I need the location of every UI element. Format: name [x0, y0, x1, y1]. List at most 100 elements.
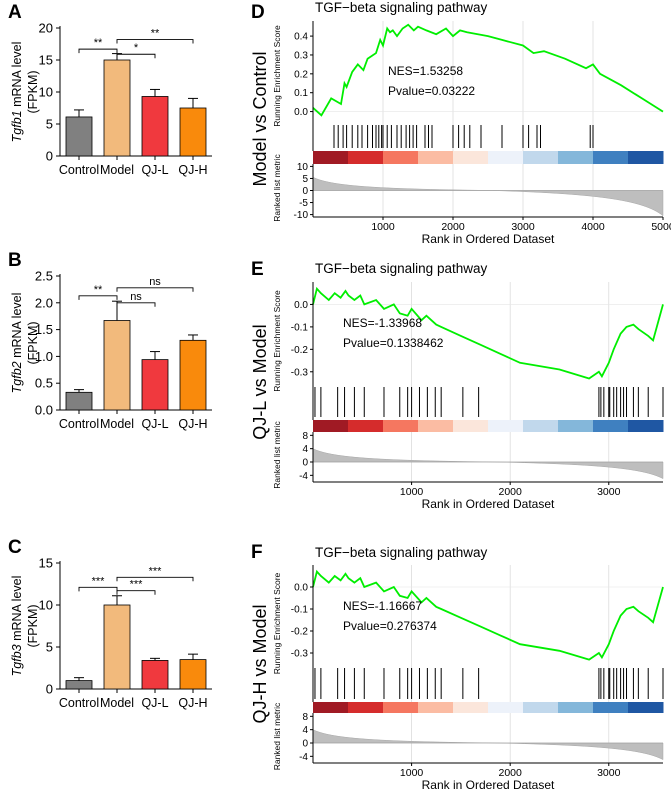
es-y-tick-label: -0.2	[291, 627, 309, 638]
bar-model	[103, 59, 131, 157]
x-axis-label: Rank in Ordered Dataset	[422, 497, 555, 511]
significance-label: ***	[92, 575, 106, 587]
x-tick-label: Control	[59, 163, 99, 177]
es-y-axis-label: Running Enrichment Score	[272, 572, 282, 674]
rank-heat-segment	[383, 702, 419, 713]
rank-y-axis-label: Ranked list metric	[272, 702, 282, 770]
y-axis-label: Tgfb2 mRNA level	[10, 293, 24, 394]
y-label-suffix: mRNA level	[10, 293, 24, 358]
bar-chart-a: A 0 5 10 15 20 Tgfb1 mRNA level (FPKM) Control Mo…	[8, 2, 212, 177]
x-tick-label: Control	[59, 696, 99, 710]
rank-heat-segment	[523, 702, 559, 713]
bar-qj-h	[179, 339, 207, 411]
rank-y-tick-label: 4	[302, 725, 308, 736]
rank-heat-segment	[348, 151, 384, 164]
es-y-tick-label: 0.0	[294, 300, 308, 311]
rank-heat-segment	[453, 420, 489, 432]
y-axis-label: Tgfb1 mRNA level	[10, 42, 24, 143]
y-axis-label: Tgfb3 mRNA level	[10, 576, 24, 677]
rank-heat-segment	[453, 702, 489, 713]
rank-y-axis-label: Ranked list metric	[272, 420, 282, 488]
rank-heat-segment	[628, 420, 664, 432]
x-tick-label: 5000	[651, 221, 671, 233]
bar-qj-l	[141, 660, 169, 690]
pvalue-text: Pvalue=0.1338462	[343, 336, 444, 350]
x-tick-label: QJ-L	[141, 417, 168, 431]
rank-heat-segment	[523, 151, 559, 164]
rank-heat-segment	[593, 702, 629, 713]
x-axis-label: Rank in Ordered Dataset	[422, 232, 555, 246]
significance-bracket	[116, 302, 156, 307]
es-y-tick-label: 0.1	[294, 88, 308, 99]
bar-chart-b: B 0.0 0.5 1.0 1.5 2.0 2.5 Tgfb2 mRNA level (FPKM…	[8, 250, 212, 431]
rank-heat-segment	[593, 420, 629, 432]
x-tick-label: Model	[100, 163, 134, 177]
chart-title: TGF−beta signaling pathway	[315, 545, 487, 560]
rank-y-tick-label: 4	[302, 444, 308, 455]
panel-letter: F	[251, 542, 263, 563]
gsea-plot-e: E TGF−beta signaling pathway -0.3 -0.2 -0.1 0…	[250, 259, 664, 511]
rank-y-tick-label: 5	[302, 174, 308, 185]
enrichment-score-line	[312, 569, 664, 661]
bar-qj-h	[179, 107, 207, 157]
bar-qj-l	[141, 359, 169, 411]
es-y-tick-label: -0.1	[291, 322, 309, 333]
y-tick-label: 1.5	[35, 322, 53, 337]
significance-bracket	[78, 48, 118, 54]
significance-bracket	[116, 576, 194, 582]
significance-label: **	[151, 28, 160, 40]
significance-label: ***	[130, 579, 144, 591]
nes-text: NES=-1.33968	[343, 316, 422, 330]
pvalue-text: Pvalue=0.03222	[388, 84, 475, 98]
rank-heat-segment	[488, 151, 524, 164]
y-axis-unit: (FPKM)	[26, 70, 40, 113]
es-y-tick-label: 0.2	[294, 69, 308, 80]
es-y-tick-label: -0.3	[291, 649, 309, 660]
rank-y-tick-label: 8	[302, 431, 308, 442]
rank-heat-segment	[383, 151, 419, 164]
x-tick-label: 1000	[371, 221, 395, 233]
es-y-tick-label: 0.4	[294, 32, 308, 43]
rank-heat-segment	[488, 420, 524, 432]
nes-text: NES=-1.16667	[343, 599, 422, 613]
x-tick-label: Control	[59, 417, 99, 431]
rank-heat-segment	[348, 702, 384, 713]
y-axis-unit: (FPKM)	[26, 604, 40, 647]
y-tick-label: 2.0	[35, 295, 53, 310]
rank-y-tick-label: -5	[299, 198, 308, 209]
significance-label: **	[94, 37, 103, 49]
significance-label: ***	[149, 565, 163, 577]
significance-bracket	[116, 287, 194, 292]
chart-title: TGF−beta signaling pathway	[315, 261, 487, 276]
bar-control	[65, 116, 93, 157]
bar-model	[103, 604, 131, 690]
bar-qj-l	[141, 96, 169, 157]
panel-letter: C	[8, 537, 22, 558]
x-tick-label: 2000	[499, 767, 523, 779]
rank-y-axis-label: Ranked list metric	[272, 153, 282, 221]
gsea-plot-d: D TGF−beta signaling pathway 0.0 0.1 0.2 0.3 0…	[250, 0, 671, 246]
comparison-label: QJ-L vs Model	[250, 324, 270, 439]
y-axis-unit: (FPKM)	[26, 321, 40, 364]
rank-y-tick-label: -4	[299, 752, 308, 763]
x-tick-label: 4000	[581, 221, 605, 233]
x-tick-label: 3000	[511, 221, 535, 233]
rank-y-tick-label: -10	[294, 210, 309, 221]
es-y-tick-label: 0.3	[294, 50, 308, 61]
x-tick-label: QJ-H	[178, 163, 207, 177]
y-tick-label: 0	[46, 149, 53, 164]
significance-bracket	[116, 590, 156, 595]
y-label-suffix: mRNA level	[10, 576, 24, 641]
rank-y-tick-label: 10	[297, 162, 309, 173]
pvalue-text: Pvalue=0.276374	[343, 619, 437, 633]
significance-label: ns	[130, 291, 142, 303]
significance-label: *	[134, 42, 139, 54]
rank-heat-segment	[523, 420, 559, 432]
es-y-tick-label: -0.2	[291, 345, 309, 356]
rank-heat-segment	[313, 702, 349, 713]
x-tick-label: QJ-H	[178, 696, 207, 710]
panel-letter: A	[8, 2, 22, 23]
x-tick-label: QJ-H	[178, 417, 207, 431]
significance-label: **	[94, 284, 103, 296]
